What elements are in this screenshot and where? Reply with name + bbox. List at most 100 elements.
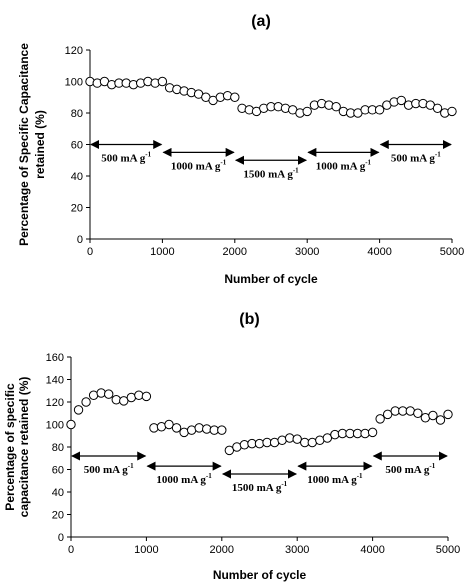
data-point	[322, 433, 333, 443]
data-point	[413, 408, 423, 418]
x-tick-label: 5000	[436, 544, 460, 556]
region-label-superscript: -1	[281, 480, 287, 488]
data-point	[202, 424, 212, 434]
chart-panel-b: (b) 0 20 40 60 80 100 120 140 160 0 1000 2000 3000 400…	[3, 311, 460, 582]
x-tick-label: 0	[87, 246, 93, 258]
region-label: 1500 mA g-1	[232, 480, 288, 494]
data-point	[73, 405, 84, 415]
x-tick-label: 2000	[223, 246, 247, 258]
y-tick-label: 0	[77, 234, 83, 246]
y-tick-label: 120	[65, 45, 83, 57]
region-label: 500 mA g-1	[101, 151, 151, 165]
data-point	[292, 434, 302, 444]
chart-panel-a: (a) 0 20 40 60 80 100 120 0 1000 2000 3000 4000 5000 N…	[17, 13, 464, 286]
y-axis-title: capacitance retained (%)	[17, 377, 31, 518]
region-label: 1000 mA g-1	[307, 472, 363, 486]
panel-label: (b)	[239, 311, 259, 328]
region-label: 500 mA g-1	[391, 151, 441, 165]
x-tick-label: 5000	[440, 246, 464, 258]
y-tick-label: 120	[46, 397, 64, 409]
region-label: 500 mA g-1	[385, 462, 435, 476]
region-label-superscript: -1	[357, 472, 363, 480]
data-point	[224, 445, 235, 456]
data-point	[330, 429, 340, 440]
region-label-text: 500 mA g	[385, 464, 430, 476]
data-point	[104, 389, 114, 399]
region-label-superscript: -1	[293, 166, 299, 174]
data-point	[157, 76, 168, 87]
region-label-superscript: -1	[145, 151, 151, 159]
x-tick-label: 3000	[295, 246, 319, 258]
data-point	[382, 409, 393, 420]
region-label-text: 500 mA g	[391, 153, 436, 165]
data-point	[254, 438, 265, 449]
data-point	[443, 409, 453, 420]
panel-label: (a)	[251, 13, 271, 30]
region-label-superscript: -1	[429, 462, 435, 470]
data-point	[432, 103, 443, 113]
x-tick-label: 4000	[367, 246, 391, 258]
region-label: 1000 mA g-1	[156, 472, 212, 486]
region-label-superscript: -1	[435, 151, 441, 159]
y-tick-label: 40	[52, 487, 64, 499]
x-axis-title: Number of cycle	[213, 568, 307, 582]
data-point	[141, 391, 152, 402]
x-tick-label: 1000	[134, 544, 158, 556]
region-label-text: 1500 mA g	[243, 168, 293, 180]
region-label-text: 1500 mA g	[232, 482, 282, 494]
region-label-superscript: -1	[365, 158, 371, 166]
y-tick-label: 60	[52, 465, 64, 477]
data-point	[331, 102, 341, 112]
region-label-text: 1000 mA g	[307, 474, 357, 486]
data-point	[194, 423, 204, 433]
data-point	[284, 433, 295, 443]
data-point	[217, 425, 227, 435]
data-point	[230, 92, 240, 102]
data-point	[119, 396, 129, 406]
data-point	[367, 427, 378, 438]
y-tick-label: 20	[52, 510, 64, 522]
region-label-superscript: -1	[220, 158, 226, 166]
data-point	[428, 410, 438, 421]
region-label: 500 mA g-1	[84, 462, 134, 476]
y-tick-label: 40	[71, 171, 83, 183]
data-point	[396, 95, 407, 106]
data-point	[149, 423, 159, 433]
region-label-text: 1000 mA g	[171, 160, 221, 172]
data-point	[171, 423, 182, 433]
region-label-superscript: -1	[206, 472, 212, 480]
data-point	[96, 388, 106, 398]
region-label-text: 1000 mA g	[156, 474, 206, 486]
region-label: 1000 mA g-1	[171, 158, 227, 172]
y-axis-title: Percentage of specific	[3, 383, 17, 511]
x-tick-label: 4000	[360, 544, 384, 556]
data-point	[66, 419, 76, 430]
region-label-text: 500 mA g	[84, 464, 129, 476]
region-label-text: 500 mA g	[101, 153, 146, 165]
y-tick-label: 60	[71, 140, 83, 152]
region-label: 1500 mA g-1	[243, 166, 299, 180]
data-point	[375, 414, 385, 424]
x-tick-label: 1000	[150, 246, 174, 258]
data-point	[374, 105, 385, 115]
y-tick-label: 20	[71, 203, 83, 215]
y-tick-label: 160	[46, 352, 64, 364]
region-label: 1000 mA g-1	[316, 158, 372, 172]
x-tick-label: 2000	[210, 544, 234, 556]
data-point	[134, 390, 144, 400]
x-tick-label: 0	[68, 544, 74, 556]
data-point	[81, 397, 91, 407]
x-tick-label: 3000	[285, 544, 309, 556]
data-point	[164, 419, 174, 430]
region-label-text: 1000 mA g	[316, 160, 366, 172]
x-axis-title: Number of cycle	[224, 272, 318, 286]
data-point	[447, 106, 457, 117]
data-point	[111, 395, 121, 405]
y-axis-title: retained (%)	[33, 110, 47, 179]
y-tick-label: 100	[65, 77, 83, 89]
data-point	[239, 440, 250, 450]
y-tick-label: 140	[46, 375, 64, 387]
data-point	[360, 428, 370, 439]
region-label-superscript: -1	[128, 462, 134, 470]
